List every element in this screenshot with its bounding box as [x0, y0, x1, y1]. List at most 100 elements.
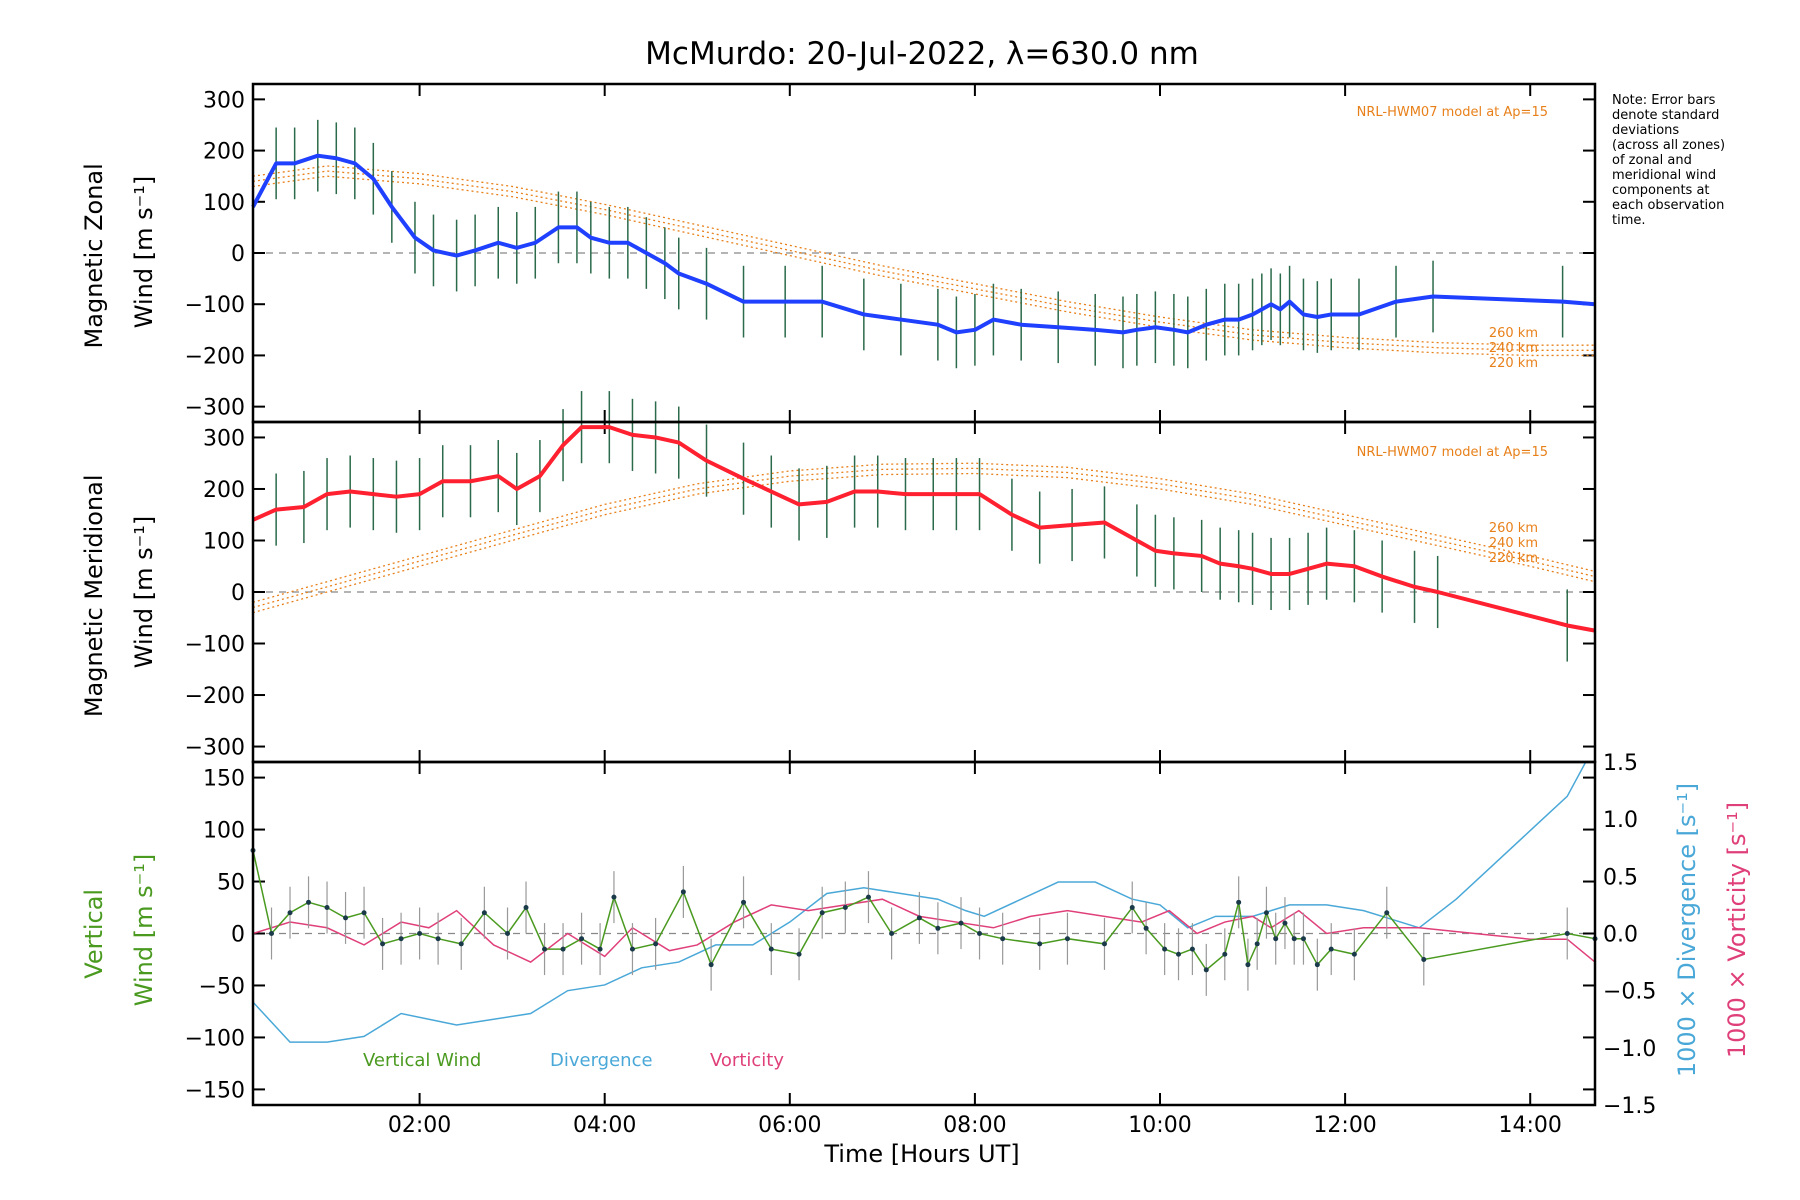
- vertical-wind-point-38: [1101, 941, 1107, 947]
- vertical-wind-point-33: [958, 920, 964, 926]
- vertical-wind-point-24: [741, 899, 747, 905]
- zonal-model-curve-1: [252, 170, 1595, 351]
- plot-layer: 300 200 100 0 −100 −200 −300 300 200 100 0 −100 −200…: [185, 82, 1656, 1138]
- zonal-ytick-label-5: −200: [185, 344, 245, 369]
- note-line-6: meridional wind: [1612, 168, 1716, 183]
- meridional-ytick-label-0: 300: [203, 426, 245, 451]
- vertical-ytick-label-6: −150: [185, 1078, 245, 1103]
- vertical-wind-point-42: [1176, 951, 1182, 957]
- note-line-8: each observation: [1612, 198, 1724, 213]
- vorticity-ylabel: 1000 × Vorticity [s⁻¹]: [1723, 802, 1751, 1058]
- vertical-wind-point-20: [629, 946, 635, 952]
- meridional-model-curve-1: [252, 467, 1596, 609]
- vertical-wind-point-55: [1328, 946, 1334, 952]
- xtick-label-1: 04:00: [573, 1113, 636, 1138]
- vertical-ytick-label-3: 0: [231, 923, 245, 948]
- zonal-model-curve-0: [252, 175, 1595, 357]
- vertical-right-ytick-label-1: 1.0: [1603, 808, 1638, 833]
- zonal-alt-240: 240 km: [1489, 341, 1538, 356]
- xtick-label-5: 12:00: [1313, 1113, 1376, 1138]
- vertical-ylabel: Vertical Wind [m s⁻¹]: [80, 854, 158, 1006]
- vertical-wind-point-57: [1384, 910, 1390, 916]
- vertical-ylabel-line-1: Vertical: [80, 889, 108, 979]
- vertical-wind-point-31: [916, 915, 922, 921]
- vertical-wind-point-23: [708, 962, 714, 968]
- vertical-wind-point-14: [523, 905, 529, 911]
- vertical-wind-point-17: [579, 936, 585, 942]
- vertical-wind-line: [252, 850, 1596, 971]
- vertical-wind-point-27: [819, 910, 825, 916]
- meridional-model-label: NRL-HWM07 model at Ap=15: [1357, 445, 1548, 460]
- vertical-wind-point-37: [1064, 936, 1070, 942]
- vertical-wind-point-16: [560, 946, 566, 952]
- meridional-ylabel-line-2: Wind [m s⁻¹]: [130, 516, 158, 668]
- legend-divergence: Divergence: [550, 1050, 653, 1071]
- vertical-ytick-label-4: −50: [199, 974, 245, 999]
- vertical-wind-point-10: [435, 936, 441, 942]
- vertical-right-ytick-label-2: 0.5: [1603, 865, 1638, 890]
- vertical-wind-point-5: [343, 915, 349, 921]
- note-line-4: (across all zones): [1612, 138, 1725, 153]
- vertical-wind-point-54: [1314, 962, 1320, 968]
- vertical-wind-point-34: [977, 931, 983, 936]
- zonal-ytick-label-6: −300: [185, 396, 245, 421]
- vertical-wind-point-26: [796, 951, 802, 957]
- meridional-ytick-label-5: −200: [185, 684, 245, 709]
- vertical-wind-point-4: [324, 905, 330, 911]
- vertical-wind-point-30: [889, 931, 895, 936]
- zonal-ytick-label-3: 0: [231, 242, 245, 267]
- vertical-wind-point-59: [1564, 931, 1570, 936]
- vertical-right-ytick-label-5: −1.0: [1603, 1037, 1656, 1062]
- vertical-wind-point-12: [481, 910, 487, 916]
- meridional-ylabel: Magnetic Meridional Wind [m s⁻¹]: [80, 467, 158, 717]
- vertical-wind-point-15: [542, 946, 548, 952]
- meridional-ylabel-line-1: Magnetic Meridional: [80, 474, 108, 717]
- vertical-wind-point-13: [505, 931, 511, 936]
- note-line-9: time.: [1612, 213, 1646, 228]
- zonal-ytick-label-4: −100: [185, 293, 245, 318]
- note-line-7: components at: [1612, 183, 1710, 198]
- meridional-ytick-label-6: −300: [185, 736, 245, 761]
- meridional-ytick-label-3: 0: [231, 581, 245, 606]
- vorticity-line: [252, 898, 1596, 963]
- zonal-alt-220: 220 km: [1489, 356, 1538, 371]
- vertical-wind-point-53: [1300, 936, 1306, 942]
- vertical-ytick-label-5: −100: [185, 1026, 245, 1051]
- xtick-label-3: 08:00: [943, 1113, 1006, 1138]
- vertical-ylabel-line-2: Wind [m s⁻¹]: [130, 854, 158, 1006]
- zonal-model-label: NRL-HWM07 model at Ap=15: [1357, 105, 1548, 120]
- vertical-wind-point-50: [1273, 936, 1279, 942]
- vertical-wind-point-41: [1162, 946, 1168, 952]
- vertical-ytick-label-2: 50: [217, 871, 245, 896]
- vertical-right-ytick-label-0: 1.5: [1603, 751, 1638, 776]
- vertical-wind-point-18: [597, 946, 603, 952]
- vertical-ytick-label-1: 100: [203, 819, 245, 844]
- error-bar-note: Note: Error bars denote standard deviati…: [1612, 93, 1729, 228]
- note-line-2: denote standard: [1612, 108, 1719, 123]
- xtick-label-0: 02:00: [388, 1113, 451, 1138]
- meridional-model-curve-2: [252, 462, 1596, 603]
- vertical-wind-point-45: [1222, 951, 1228, 957]
- xtick-label-4: 10:00: [1128, 1113, 1191, 1138]
- vertical-wind-point-44: [1203, 967, 1209, 973]
- zonal-ytick-label-1: 200: [203, 140, 245, 165]
- vertical-wind-point-49: [1263, 910, 1269, 916]
- vertical-panel-frame: [251, 760, 1597, 1107]
- zonal-ytick-label-2: 100: [203, 191, 245, 216]
- zonal-model-curve-2: [252, 165, 1595, 346]
- vertical-wind-point-39: [1129, 905, 1135, 911]
- figure-title: McMurdo: 20-Jul-2022, λ=630.0 nm: [645, 36, 1199, 72]
- note-line-3: deviations: [1612, 123, 1679, 138]
- vertical-wind-point-56: [1351, 951, 1357, 957]
- zonal-ytick-label-0: 300: [203, 88, 245, 113]
- zonal-ylabel-line-1: Magnetic Zonal: [80, 163, 108, 348]
- vertical-wind-point-28: [842, 905, 848, 911]
- vertical-wind-point-47: [1245, 962, 1251, 968]
- vertical-right-ytick-label-6: −1.5: [1603, 1094, 1656, 1119]
- meridional-alt-260: 260 km: [1489, 521, 1538, 536]
- vertical-wind-point-58: [1421, 956, 1427, 962]
- vertical-wind-point-8: [398, 936, 404, 942]
- meridional-alt-240: 240 km: [1489, 536, 1538, 551]
- legend-vertical-wind: Vertical Wind: [363, 1050, 481, 1071]
